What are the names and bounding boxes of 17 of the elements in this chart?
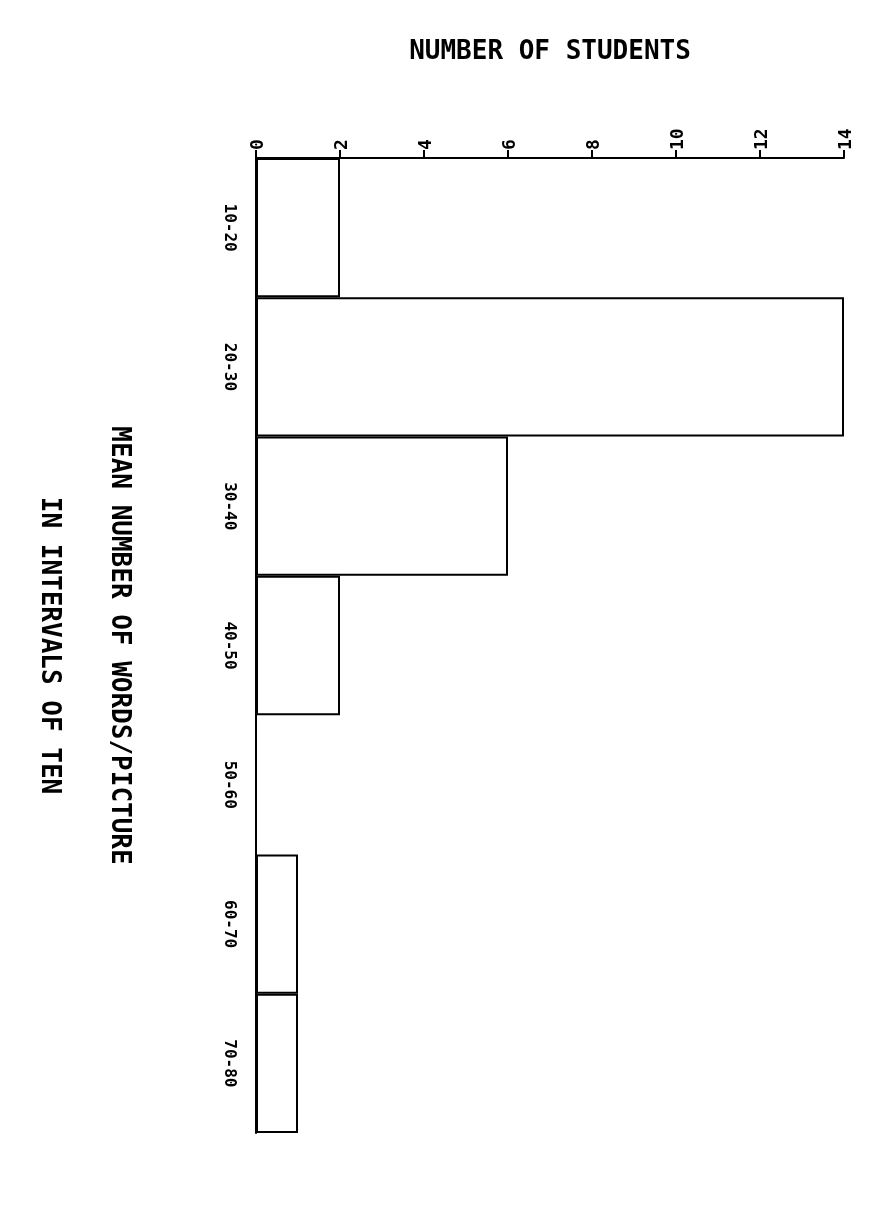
y-tick-label: 10-20 (220, 203, 240, 252)
y-tick-label: 70-80 (220, 1039, 240, 1088)
x-tick-label: 12 (749, 128, 771, 150)
x-tick-label: 2 (329, 139, 351, 150)
x-tick-label: 4 (413, 139, 435, 150)
text: MEAN NUMBER OF WORDS/PICTURE IN INTERVALS OF TEN (36, 426, 136, 865)
x-tick-label: 6 (497, 139, 519, 150)
x-tick-label: 14 (833, 128, 855, 150)
y-tick-label: 30-40 (220, 482, 240, 531)
x-tick-label: 8 (581, 139, 603, 150)
y-tick-label: 50-60 (220, 760, 240, 809)
x-axis-title: NUMBER OF STUDENTS (409, 35, 691, 65)
y-tick-label: 60-70 (220, 899, 240, 949)
y-tick-label: 20-30 (220, 342, 240, 392)
y-tick-label: 40-50 (220, 621, 240, 670)
x-tick-label: 10 (665, 128, 687, 150)
x-tick-label: 0 (245, 139, 267, 150)
